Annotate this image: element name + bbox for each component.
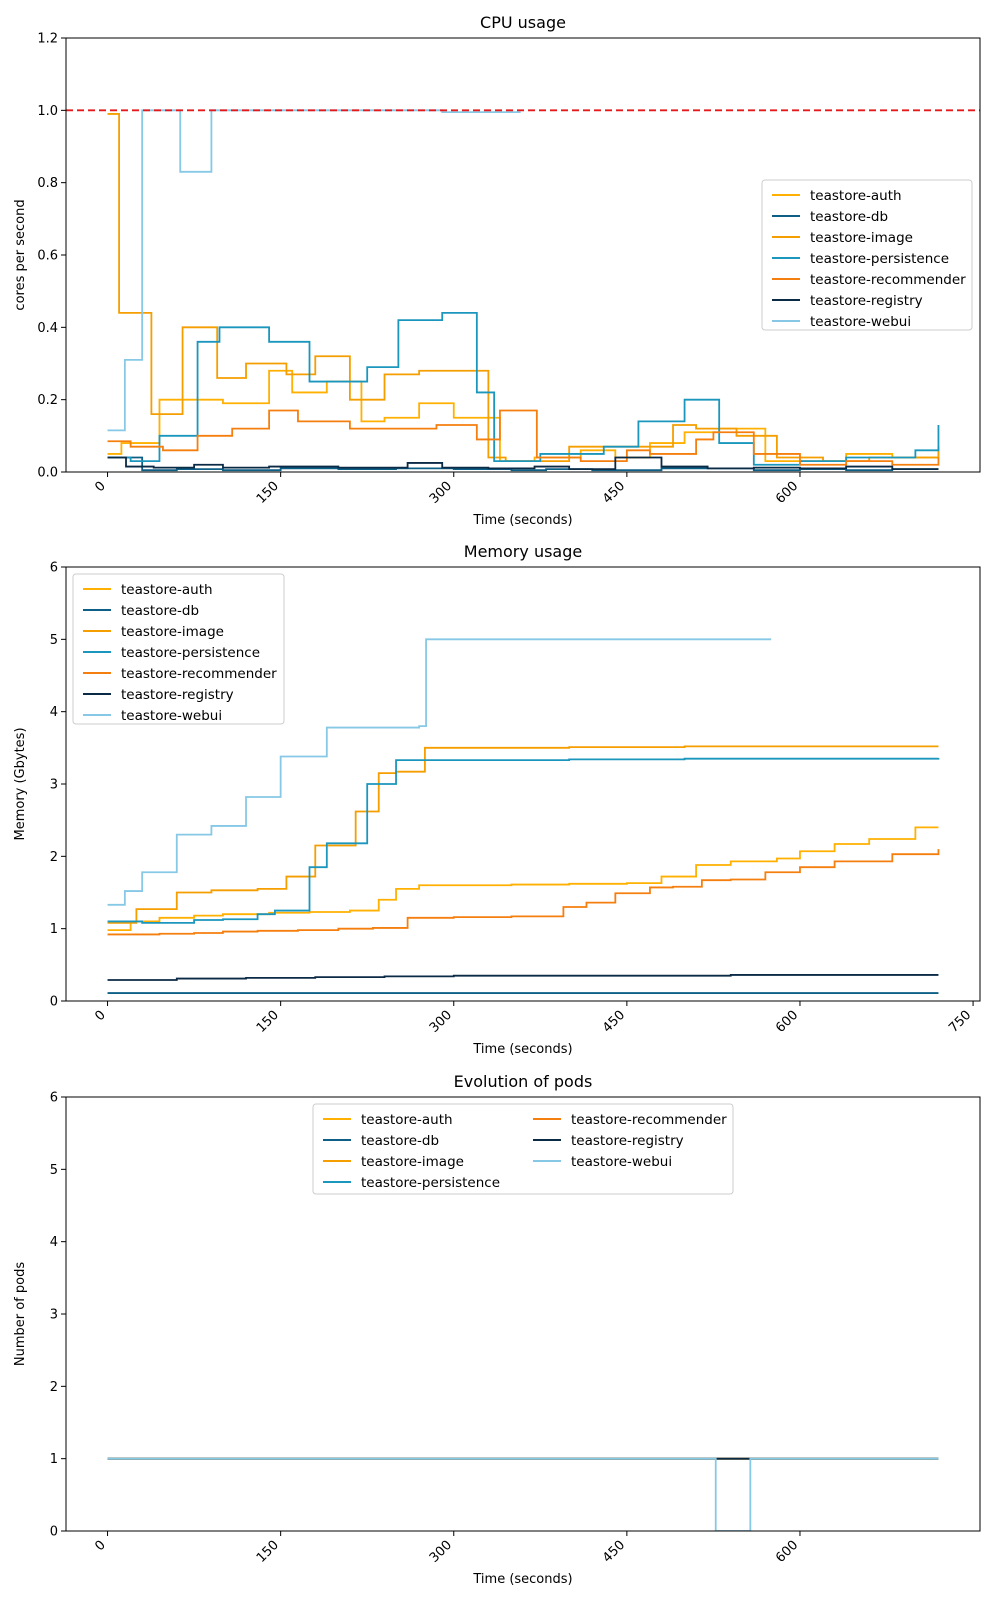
plot-area [107,109,940,472]
chart-panel-2: Memory usage 0 150 300 450 600 750 0 1 2 3 4 5 6 Time … [13,542,981,1057]
legend-label: teastore-recommender [810,272,966,288]
y-tick-label: 0 [50,995,58,1010]
x-tick-label: 300 [427,479,455,507]
y-tick-label: 1.2 [37,32,58,47]
legend-label: teastore-db [121,603,199,619]
series-line-teastore-persistence [107,757,940,924]
x-axis-label: Time (seconds) [472,513,572,528]
legend-label: teastore-recommender [571,1112,727,1128]
plot-area [107,1457,939,1531]
legend-box [312,1103,734,1195]
y-tick-label: 0.4 [37,321,58,336]
x-tick-label: 600 [773,479,801,507]
series-line-teastore-image [107,745,939,924]
plot-area [107,638,940,994]
chart-title: Memory usage [464,542,582,561]
y-tick-label: 0.2 [37,393,58,408]
y-tick-label: 6 [50,1091,58,1106]
legend-label: teastore-registry [571,1133,684,1149]
series-line-teastore-registry [107,456,939,471]
x-tick-label: 450 [600,1538,628,1566]
legend-label: teastore-persistence [361,1175,500,1191]
y-tick-label: 5 [50,1163,58,1178]
legend-label: teastore-webui [810,314,911,330]
y-tick-label: 2 [50,850,58,865]
y-tick-label: 3 [50,1308,58,1323]
series-line-teastore-db [107,456,939,472]
legend-label: teastore-auth [361,1112,453,1128]
x-tick-label: 150 [254,1008,282,1036]
legend-label: teastore-auth [810,188,902,204]
series-line-teastore-image [107,113,940,463]
series-line-teastore-recommender [107,849,940,936]
x-tick-label: 450 [600,1008,628,1036]
y-tick-label: 0.8 [37,176,58,191]
y-tick-label: 0.6 [37,249,58,264]
x-tick-label: 300 [427,1008,455,1036]
series-line-teastore-recommender [107,409,940,466]
legend-label: teastore-image [810,230,913,246]
x-tick-label: 600 [773,1538,801,1566]
legend-label: teastore-webui [571,1154,672,1170]
legend-box [761,179,973,331]
x-tick-label: 750 [946,1008,974,1036]
x-tick-label: 150 [254,1538,282,1566]
series-line-teastore-webui [107,638,772,906]
legend-label: teastore-registry [810,293,923,309]
y-tick-label: 4 [50,705,58,720]
series-line-teastore-webui [107,1457,939,1531]
y-tick-label: 1 [50,1452,58,1467]
legend-box [72,573,285,725]
chart-panel-1: CPU usage 0 150 300 450 600 0.0 0.2 0.4 0.6 0.8 1.0… [13,13,981,528]
legend-label: teastore-db [361,1133,439,1149]
legend: teastore-auth teastore-db teastore-image te… [761,179,973,331]
x-tick-label: 0 [92,1538,108,1554]
y-tick-label: 0.0 [37,466,58,481]
series-line-teastore-auth [107,369,940,463]
legend-label: teastore-image [361,1154,464,1170]
y-axis-label: Number of pods [13,1262,28,1366]
legend-label: teastore-webui [121,708,222,724]
legend-label: teastore-registry [121,687,234,703]
series-line-teastore-auth [107,826,939,932]
legend: teastore-auth teastore-db teastore-image te… [312,1103,734,1195]
legend-label: teastore-image [121,624,224,640]
x-tick-label: 300 [427,1538,455,1566]
series-line-teastore-persistence [107,311,940,466]
y-tick-label: 2 [50,1380,58,1395]
legend-label: teastore-db [810,209,888,225]
legend-label: teastore-auth [121,582,213,598]
y-tick-label: 4 [50,1235,58,1250]
x-tick-label: 450 [600,479,628,507]
y-tick-label: 6 [50,561,58,576]
x-axis-label: Time (seconds) [472,1042,572,1057]
x-axis-label: Time (seconds) [472,1572,572,1587]
y-tick-label: 0 [50,1525,58,1540]
y-tick-label: 3 [50,778,58,793]
series-line-teastore-registry [107,974,939,981]
legend-label: teastore-persistence [121,645,260,661]
y-tick-label: 1 [50,922,58,937]
y-tick-label: 1.0 [37,104,58,119]
x-tick-label: 150 [254,479,282,507]
legend-label: teastore-recommender [121,666,277,682]
x-tick-label: 0 [92,1008,108,1024]
y-axis-label: cores per second [13,199,28,310]
x-tick-label: 0 [92,479,108,495]
chart-title: CPU usage [480,13,566,32]
chart-title: Evolution of pods [454,1072,593,1091]
x-tick-label: 600 [773,1008,801,1036]
legend-label: teastore-persistence [810,251,949,267]
y-tick-label: 5 [50,633,58,648]
y-axis-label: Memory (Gbytes) [13,727,28,840]
legend: teastore-auth teastore-db teastore-image te… [72,573,285,725]
chart-panel-3: Evolution of pods 0 150 300 450 600 0 1 2 3 4 5 6 Tim… [13,1072,981,1587]
